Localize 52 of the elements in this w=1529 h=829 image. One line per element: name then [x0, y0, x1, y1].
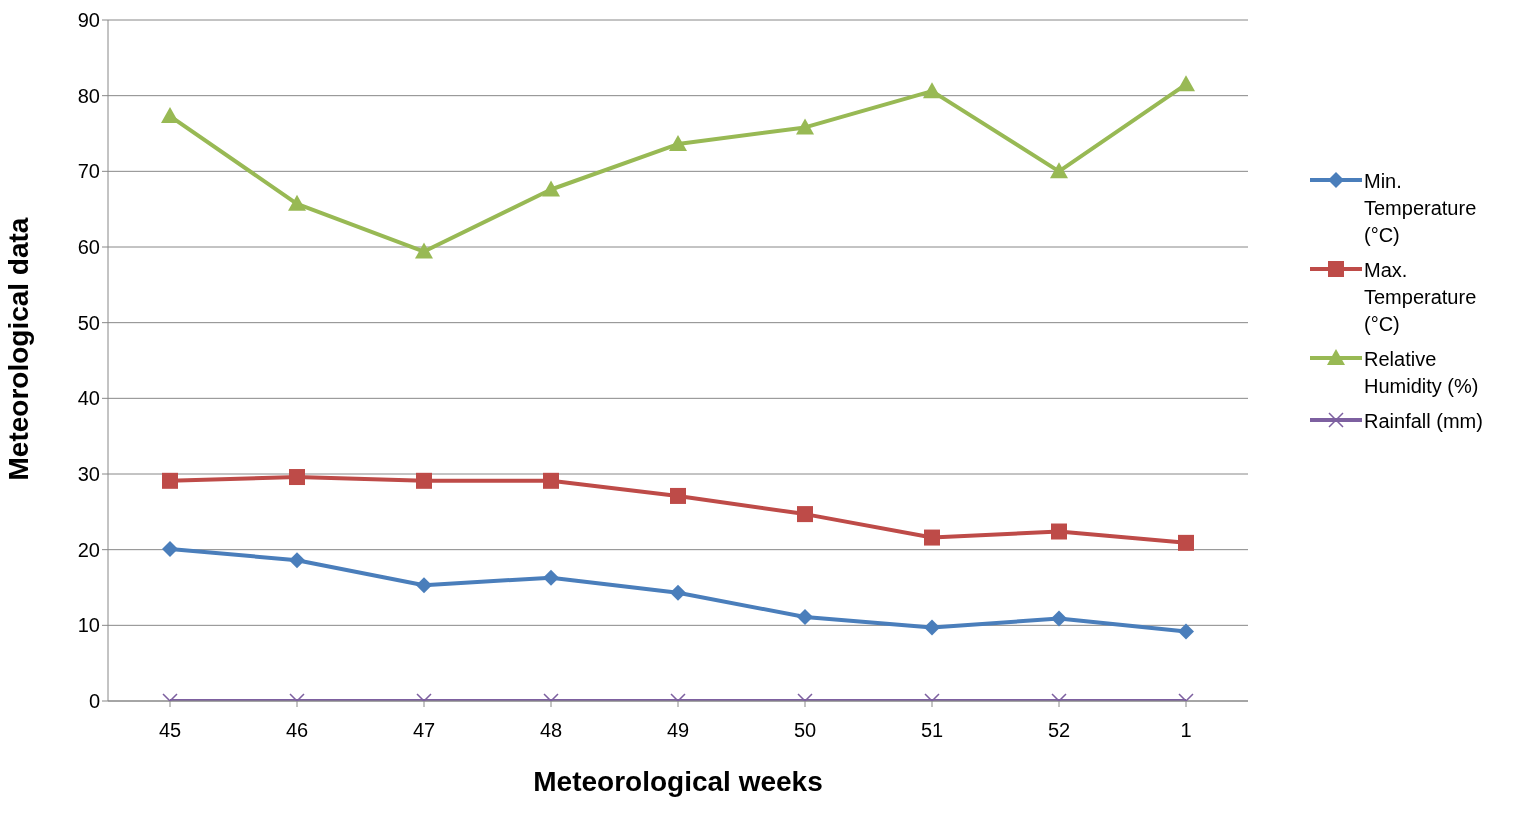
point	[1178, 623, 1194, 640]
point	[288, 194, 306, 211]
y-tick-label: 10	[77, 614, 100, 637]
point	[416, 577, 432, 594]
point	[797, 609, 813, 626]
y-tick-label: 70	[77, 160, 100, 183]
point	[670, 487, 686, 504]
point	[1050, 162, 1068, 179]
x-tick-label: 47	[412, 719, 436, 742]
point	[923, 82, 941, 99]
x-tick-label: 49	[666, 719, 690, 742]
legend-label: Rainfall (mm)	[1364, 409, 1483, 434]
x-tick-label: 45	[158, 719, 182, 742]
point	[161, 107, 179, 124]
y-tick-label: 50	[77, 311, 100, 334]
y-tick-label: 0	[88, 690, 100, 713]
point	[796, 118, 814, 135]
point	[1177, 75, 1195, 92]
y-tick-label: 20	[77, 538, 100, 561]
y-axis-title: Meteorological data	[2, 217, 34, 481]
point	[289, 552, 305, 569]
y-tick-label: 30	[77, 463, 100, 486]
point	[289, 469, 305, 486]
point	[924, 619, 940, 636]
x-tick-label: 46	[285, 719, 309, 742]
y-tick-label: 90	[77, 9, 100, 32]
point	[1051, 610, 1067, 627]
point	[162, 540, 178, 557]
point	[162, 472, 178, 489]
legend-label: Max. Temperature (°C)	[1364, 258, 1478, 337]
point	[416, 472, 432, 489]
y-tick-label: 80	[77, 84, 100, 107]
y-tick-label: 60	[77, 236, 100, 259]
x-tick-label: 51	[920, 719, 944, 742]
x-tick-label: 50	[793, 719, 817, 742]
point	[670, 584, 686, 601]
point	[1178, 534, 1194, 551]
legend-label: Min. Temperature (°C)	[1364, 169, 1478, 248]
point	[543, 472, 559, 489]
y-tick-label: 40	[77, 387, 100, 410]
legend-label: Relative Humidity (%)	[1364, 347, 1480, 399]
x-tick-label: 52	[1047, 719, 1071, 742]
point	[542, 180, 560, 197]
point	[1051, 523, 1067, 540]
point	[924, 529, 940, 546]
point	[415, 242, 433, 259]
point	[543, 569, 559, 586]
x-tick-label: 48	[539, 719, 563, 742]
x-tick-label: 1	[1180, 719, 1192, 742]
x-axis-title: Meteorological weeks	[533, 765, 823, 797]
point	[669, 135, 687, 152]
point	[797, 506, 813, 523]
